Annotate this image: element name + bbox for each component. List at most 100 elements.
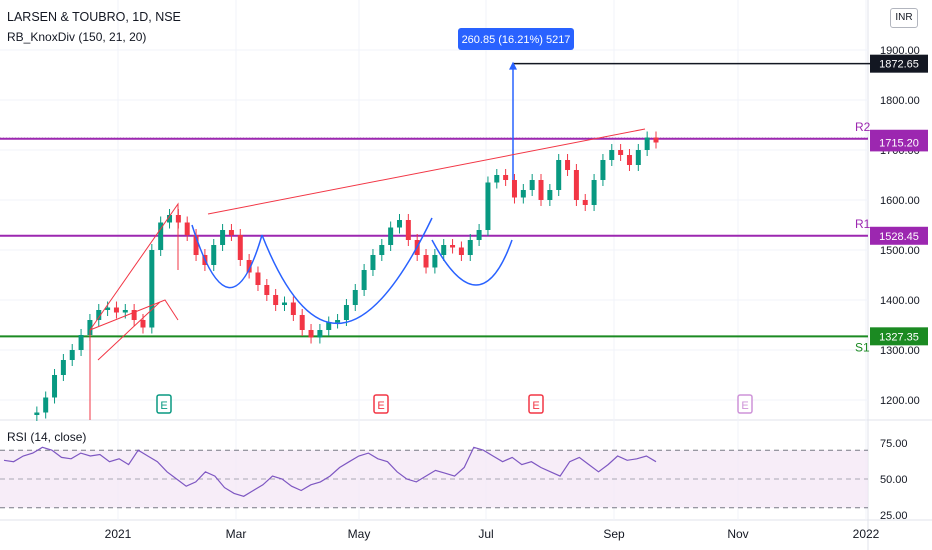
earnings-marker-label: E — [532, 400, 539, 412]
y-tick-label: 1400.00 — [880, 295, 920, 307]
candle-body — [335, 320, 341, 323]
candle-body — [343, 305, 349, 320]
x-tick-label: Nov — [727, 527, 748, 541]
y-tick-label: 1600.00 — [880, 195, 920, 207]
candle-body — [511, 180, 517, 198]
rsi-line — [3, 446, 657, 497]
candle-body — [450, 245, 456, 248]
level-label-r1: R1 — [855, 217, 871, 231]
price-tag — [870, 54, 928, 73]
candle-body — [78, 335, 84, 350]
trend-line — [207, 128, 646, 215]
candle-body — [573, 170, 579, 200]
candle-body — [167, 215, 173, 223]
candle-body — [396, 220, 402, 228]
candle-body — [520, 190, 526, 198]
measure-annotation-text: 260.85 (16.21%) 5217 — [462, 34, 571, 46]
candle-body — [600, 160, 606, 180]
y-tick-label: 1800.00 — [880, 95, 920, 107]
level-price-tag — [870, 327, 928, 346]
candle-body — [591, 180, 597, 205]
price-tag-text: 1872.65 — [879, 59, 919, 71]
rsi-tick-label: 25.00 — [880, 510, 908, 522]
candle-body — [503, 175, 509, 180]
candle-body — [494, 175, 500, 183]
earnings-marker — [528, 394, 544, 414]
x-tick-label: 2022 — [853, 527, 880, 541]
candle-body — [644, 137, 650, 150]
candle-body — [113, 307, 119, 313]
candle-body — [609, 150, 615, 160]
x-tick-label: May — [348, 527, 371, 541]
candle-body — [432, 255, 438, 268]
candle-body — [476, 230, 482, 240]
candle-body — [458, 247, 464, 255]
candle-body — [308, 330, 314, 338]
level-price-tag-text: 1327.35 — [879, 331, 919, 343]
candle-body — [122, 310, 128, 313]
price-tag — [870, 133, 928, 152]
price-tag-text: 1715.20 — [879, 137, 919, 149]
candle-body — [653, 137, 659, 143]
candle-body — [352, 290, 358, 305]
x-tick-label: Mar — [226, 527, 247, 541]
candle-body — [582, 200, 588, 205]
x-tick-label: 2021 — [105, 527, 132, 541]
candle-body — [423, 255, 429, 268]
earnings-marker — [156, 394, 172, 414]
candle-body — [60, 360, 66, 375]
x-tick-label: Sep — [603, 527, 625, 541]
candle-body — [361, 270, 367, 290]
rsi-label[interactable]: RSI (14, close) — [7, 430, 87, 444]
level-price-tag — [870, 226, 928, 245]
measure-arrow-head — [509, 61, 517, 70]
candle-body — [626, 155, 632, 165]
candle-body — [246, 260, 252, 273]
candle-body — [485, 182, 491, 230]
candle-body — [211, 245, 217, 265]
candle-body — [255, 272, 261, 285]
level-price-tag-text: 1528.45 — [879, 231, 919, 243]
candle-body — [299, 315, 305, 330]
cup-curve — [191, 224, 263, 289]
candle-body — [529, 180, 535, 190]
trend-flag — [89, 202, 179, 420]
candle-body — [87, 320, 93, 335]
candle-body — [635, 150, 641, 165]
candle-body — [237, 235, 243, 260]
candle-body — [105, 307, 111, 310]
candle-body — [264, 285, 270, 295]
candle-body — [556, 160, 562, 190]
candle-body — [228, 230, 234, 235]
candle-body — [140, 320, 146, 328]
candle-body — [565, 160, 571, 170]
earnings-marker-label: E — [741, 400, 748, 412]
candle-body — [618, 150, 624, 155]
candle-body — [379, 245, 385, 255]
cup-curve — [431, 239, 513, 286]
indicator-label[interactable]: RB_KnoxDiv (150, 21, 20) — [7, 30, 147, 44]
candle-body — [131, 310, 137, 320]
y-tick-label: 1300.00 — [880, 345, 920, 357]
rsi-tick-label: 50.00 — [880, 474, 908, 486]
y-tick-label: 1900.00 — [880, 45, 920, 57]
chart-title: LARSEN & TOUBRO, 1D, NSE — [7, 10, 181, 24]
earnings-marker-label: E — [160, 400, 167, 412]
currency-button[interactable]: INR — [890, 8, 918, 28]
y-tick-label: 1500.00 — [880, 245, 920, 257]
x-tick-label: Jul — [478, 527, 493, 541]
candle-body — [184, 222, 190, 235]
candle-body — [193, 235, 199, 255]
level-label-r2: R2 — [855, 120, 871, 134]
candle-body — [317, 330, 323, 338]
candle-body — [43, 397, 49, 413]
y-tick-label: 1200.00 — [880, 395, 920, 407]
measure-annotation-box — [458, 28, 574, 50]
rsi-tick-label: 75.00 — [880, 438, 908, 450]
candle-body — [467, 240, 473, 255]
candle-body — [326, 322, 332, 330]
candle-body — [538, 180, 544, 200]
candle-body — [405, 220, 411, 240]
candle-body — [34, 412, 40, 415]
